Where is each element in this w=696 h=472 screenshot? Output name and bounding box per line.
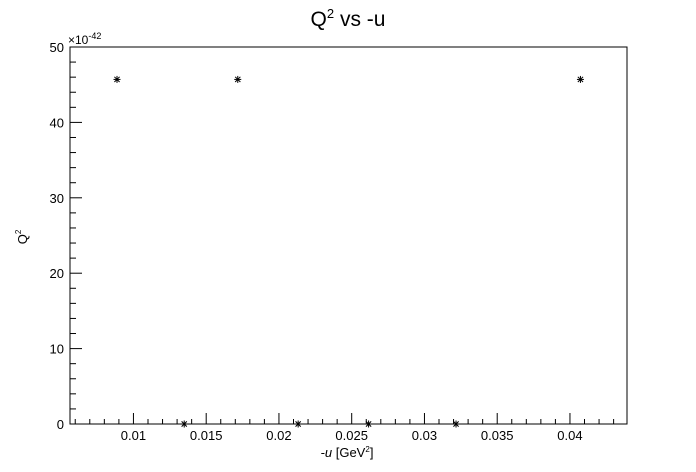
data-point	[365, 420, 373, 428]
x-axis-label: -u [GeV2]	[321, 445, 374, 460]
minor-ticks	[70, 61, 615, 424]
x-tick-label: 0.04	[557, 428, 582, 443]
x-tick-label: 0.015	[190, 428, 223, 443]
x-axis-ticks: 0.01 0.015 0.02 0.025 0.03 0.035 0.04	[121, 413, 583, 443]
data-point	[113, 75, 121, 83]
x-tick-label: 0.02	[266, 428, 291, 443]
y-tick-label: 30	[50, 191, 64, 206]
y-tick-label: 20	[50, 266, 64, 281]
data-points	[113, 75, 584, 428]
x-tick-label: 0.01	[121, 428, 146, 443]
y-tick-label: 40	[50, 115, 64, 130]
plot-frame	[69, 46, 628, 425]
data-point	[576, 75, 584, 83]
data-point	[234, 75, 242, 83]
chart-title: Q2 vs -u	[311, 6, 386, 31]
y-axis-ticks: 0 10 20 30 40 50	[50, 40, 82, 432]
data-point	[180, 420, 188, 428]
x-tick-label: 0.03	[412, 428, 437, 443]
x-tick-label: 0.025	[335, 428, 368, 443]
chart-title-superscript: 2	[327, 6, 334, 21]
y-tick-label: 0	[57, 417, 64, 432]
y-axis-label: Q2	[14, 229, 30, 244]
x-tick-label: 0.035	[481, 428, 514, 443]
y-tick-label: 10	[50, 342, 64, 357]
data-point	[452, 420, 460, 428]
y-axis-exponent: ×10-42	[68, 31, 101, 47]
data-point	[294, 420, 302, 428]
y-tick-label: 50	[50, 40, 64, 55]
